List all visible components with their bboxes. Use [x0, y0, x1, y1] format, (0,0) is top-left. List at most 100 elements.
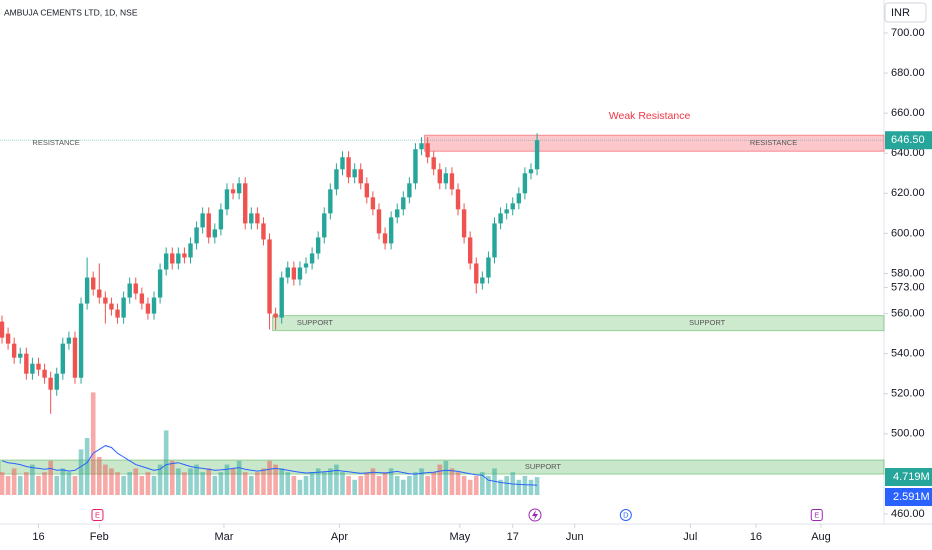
y-tick-label: 660.00 [891, 107, 925, 119]
volume-bar [139, 476, 145, 495]
x-tick-label: Mar [214, 531, 233, 543]
volume-bar [206, 468, 212, 495]
candle-body [370, 197, 376, 210]
volume-bar [437, 464, 443, 495]
candle-body [437, 169, 442, 184]
volume-bar [218, 472, 224, 495]
x-tick-label: Jun [566, 531, 584, 543]
volume-bar [364, 472, 370, 495]
volume-bar [309, 472, 315, 495]
volume-bar [188, 468, 193, 495]
y-tick-label: 500.00 [891, 428, 925, 440]
candle-body [352, 169, 357, 178]
candle-body [66, 337, 72, 344]
volume-bar [273, 464, 278, 495]
volume-zone-label: SUPPORT [525, 462, 562, 471]
candle-body [395, 209, 400, 218]
candle-body [170, 253, 175, 264]
volume-bar [467, 479, 473, 495]
x-tick-label: May [449, 531, 470, 543]
candle-body [236, 183, 242, 194]
volume-bar [255, 472, 260, 495]
x-tick-label: 16 [750, 531, 762, 543]
zone-label: SUPPORT [297, 318, 334, 327]
candle-body [334, 169, 339, 190]
candle-body [273, 313, 278, 318]
volume-bar [200, 472, 205, 495]
candle-body [182, 253, 187, 258]
candle-body [218, 209, 224, 230]
volume-bar [486, 476, 491, 495]
volume-bar [461, 476, 467, 495]
x-tick-label: Aug [811, 531, 831, 543]
candle-body [261, 223, 266, 240]
candle-body [163, 253, 169, 270]
candle-body [224, 189, 230, 210]
candle-body [78, 303, 84, 378]
volume-bar [528, 479, 534, 495]
candle-body [516, 193, 522, 204]
candle-body [388, 217, 394, 244]
volume-bar [17, 476, 23, 495]
candle-body [443, 173, 449, 184]
volume-ma-label: 2.591M [893, 491, 930, 503]
volume-bar [109, 468, 114, 495]
candle-body [11, 343, 17, 358]
volume-bar [24, 472, 29, 495]
volume-bar [419, 468, 424, 495]
volume-bar [370, 468, 376, 495]
volume-bar [346, 476, 351, 495]
candle-body [498, 213, 503, 224]
volume-bar [5, 476, 11, 495]
volume-bar [480, 472, 485, 495]
candle-body [315, 237, 321, 254]
candle-body [309, 253, 315, 264]
volume-bar [133, 468, 139, 495]
event-marker [810, 509, 823, 521]
candle-body [133, 283, 138, 294]
volume-bar [285, 472, 291, 495]
candle-body [157, 269, 163, 298]
zone-label: SUPPORT [689, 318, 726, 327]
candle-body [297, 267, 303, 280]
volume-bar [103, 464, 108, 495]
candle-body [127, 283, 132, 298]
candle-body [474, 263, 479, 284]
lightning [532, 510, 538, 520]
zone-label: RESISTANCE [750, 138, 797, 147]
candle-body [151, 297, 157, 314]
zone [424, 134, 885, 152]
candle-body [267, 239, 272, 314]
volume-bar [291, 476, 297, 495]
volume-bar [394, 476, 400, 495]
volume-bar [72, 476, 78, 495]
volume-bar [431, 472, 437, 495]
candle-body [249, 213, 254, 224]
volume-bar [230, 468, 236, 495]
volume-bar [169, 460, 175, 495]
zone-label: RESISTANCE [32, 138, 79, 147]
event-label: D [623, 510, 629, 519]
y-tick-label: 640.00 [891, 147, 925, 159]
candle-body [322, 213, 327, 238]
volume-bar [321, 472, 327, 495]
candle-body [461, 209, 467, 238]
candle-body [42, 369, 47, 378]
x-tick-label: 17 [507, 531, 519, 543]
candle-body [279, 277, 284, 318]
lightning-icon[interactable] [528, 508, 542, 522]
volume-bar [376, 476, 382, 495]
candle-body [60, 343, 66, 374]
volume-bar [48, 460, 53, 495]
volume-bar [54, 476, 60, 495]
currency-box[interactable] [884, 2, 927, 23]
candle-body [504, 209, 509, 214]
volume-bar [151, 476, 157, 495]
volume-bar [212, 476, 218, 495]
currency[interactable]: INR [891, 7, 910, 19]
candle-body [407, 183, 412, 198]
volume-bar [407, 476, 412, 495]
zone [272, 315, 885, 332]
volume-bar [352, 479, 357, 495]
